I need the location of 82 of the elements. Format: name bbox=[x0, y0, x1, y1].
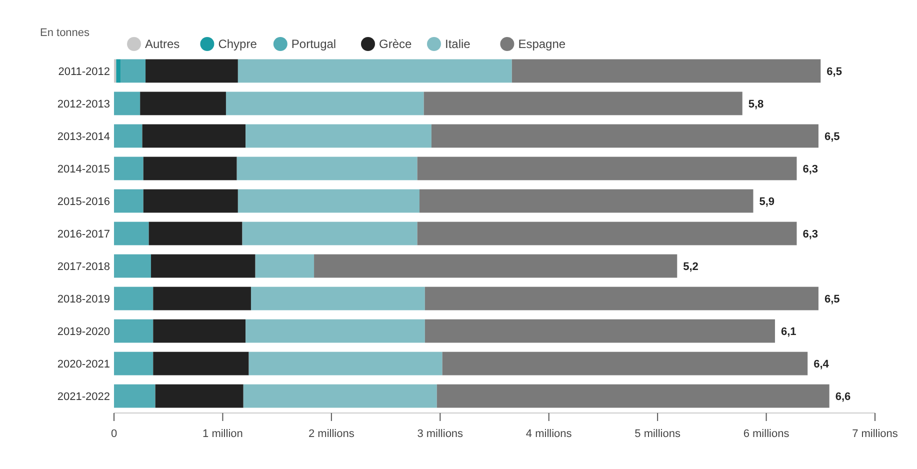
bar bbox=[114, 352, 154, 376]
legend-label: Autres bbox=[145, 37, 180, 51]
total-label: 5,2 bbox=[683, 261, 698, 274]
y-tick-label: 2020-2021 bbox=[57, 358, 110, 371]
bar bbox=[114, 254, 151, 278]
y-tick-label: 2016-2017 bbox=[57, 228, 110, 240]
bar bbox=[314, 254, 678, 278]
x-tick-label: 4 millions bbox=[526, 428, 572, 440]
bar bbox=[226, 92, 424, 116]
bar bbox=[512, 59, 821, 83]
total-label: 6,4 bbox=[814, 358, 830, 371]
bar bbox=[114, 92, 140, 116]
bar bbox=[114, 124, 142, 148]
total-label: 6,1 bbox=[780, 326, 796, 338]
x-tick-label: 6 millions bbox=[743, 428, 790, 440]
bar bbox=[250, 286, 425, 310]
bar bbox=[140, 92, 226, 116]
bar bbox=[243, 384, 437, 408]
bar bbox=[150, 254, 256, 278]
total-label: 6,3 bbox=[802, 228, 818, 240]
bar bbox=[114, 222, 149, 246]
total-label: 6,5 bbox=[824, 130, 840, 143]
total-label: 6,6 bbox=[835, 391, 851, 404]
y-tick-label: 2021-2022 bbox=[57, 391, 110, 404]
chart-subtitle: En tonnes bbox=[40, 27, 90, 39]
bar bbox=[417, 156, 797, 180]
bar bbox=[419, 189, 754, 213]
y-tick-label: 2013-2014 bbox=[57, 130, 110, 143]
bar bbox=[148, 222, 242, 246]
bar bbox=[114, 319, 154, 343]
x-tick-label: 3 millions bbox=[417, 428, 464, 440]
bar bbox=[116, 59, 121, 83]
bar bbox=[246, 319, 425, 343]
bar bbox=[153, 319, 246, 343]
y-tick-label: 2018-2019 bbox=[57, 294, 110, 306]
y-tick-label: 2014-2015 bbox=[57, 163, 110, 176]
bar bbox=[255, 254, 314, 278]
y-tick-label: 2019-2020 bbox=[57, 326, 110, 338]
total-label: 5,9 bbox=[759, 196, 775, 208]
bar bbox=[143, 156, 237, 180]
y-tick-label: 2012-2013 bbox=[57, 98, 110, 110]
bar bbox=[424, 286, 818, 310]
legend-label: Grèce bbox=[379, 37, 412, 51]
y-tick-label: 2011-2012 bbox=[58, 66, 110, 78]
bar bbox=[120, 59, 146, 83]
bar bbox=[114, 384, 156, 408]
x-tick-label: 5 millions bbox=[634, 428, 681, 440]
bar bbox=[114, 189, 144, 213]
total-label: 6,5 bbox=[826, 66, 842, 78]
bar bbox=[142, 124, 246, 148]
x-tick-label: 2 millions bbox=[308, 428, 355, 440]
y-tick-label: 2015-2016 bbox=[57, 196, 110, 208]
y-tick-label: 2017-2018 bbox=[57, 261, 110, 274]
bar bbox=[238, 59, 512, 83]
bar bbox=[442, 352, 808, 376]
legend-label: Espagne bbox=[518, 37, 566, 51]
bar bbox=[238, 189, 420, 213]
legend-label: Chypre bbox=[218, 37, 258, 51]
bar bbox=[246, 124, 432, 148]
bar bbox=[424, 319, 775, 343]
bar bbox=[146, 59, 238, 83]
total-label: 6,5 bbox=[824, 294, 840, 306]
x-tick-label: 0 bbox=[110, 428, 118, 440]
x-tick-label: 7 millions bbox=[852, 428, 898, 440]
bar bbox=[424, 92, 742, 116]
x-tick-label: 1 million bbox=[202, 428, 243, 440]
bar bbox=[143, 189, 238, 213]
legend-label: Portugal bbox=[291, 37, 336, 51]
bar bbox=[417, 222, 797, 246]
bar bbox=[114, 156, 144, 180]
total-label: 6,3 bbox=[802, 163, 818, 176]
bar bbox=[436, 384, 830, 408]
bar bbox=[114, 286, 154, 310]
total-label: 5,8 bbox=[748, 98, 764, 110]
bar bbox=[236, 156, 418, 180]
legend-label: Italie bbox=[445, 37, 471, 51]
bar bbox=[248, 352, 442, 376]
bar bbox=[155, 384, 244, 408]
bar bbox=[431, 124, 818, 148]
bar bbox=[153, 286, 251, 310]
bar bbox=[242, 222, 418, 246]
bar bbox=[153, 352, 249, 376]
